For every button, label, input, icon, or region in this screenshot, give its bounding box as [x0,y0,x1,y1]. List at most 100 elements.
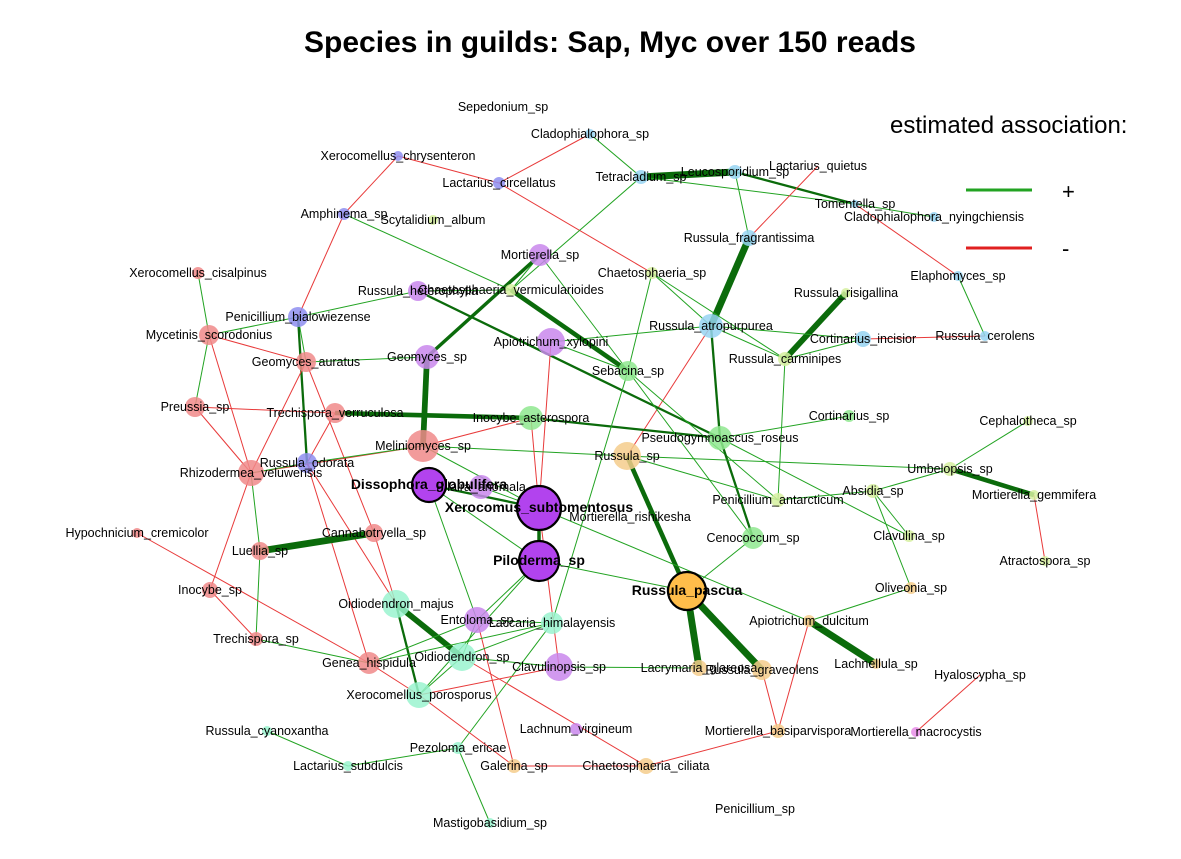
edge-positive [558,666,700,669]
edge-positive [957,275,986,337]
edge-negative [915,674,981,733]
node-circle [1040,556,1050,566]
edge-positive [457,622,553,749]
edge-negative [305,361,375,534]
edge-positive [734,171,750,239]
node-circle [911,727,921,737]
edge-negative [209,472,252,591]
node-circle [365,524,383,542]
node-circle [325,403,345,423]
node-label: Russula_sp [594,449,659,463]
node-label: Russula_fragrantissima [684,231,815,245]
node-label: Clavulina_sp [873,529,945,543]
edge-positive [428,484,478,621]
node-circle [570,723,582,735]
node-circle [771,724,785,738]
node-circle [251,542,269,560]
node-label: Geomyces_auratus [252,355,360,369]
node-circle [728,165,742,179]
edge-negative [461,656,647,767]
edge-positive [872,490,910,537]
edge-positive [394,601,464,660]
node-label: Leucosporidium_sp [681,165,789,179]
node-label: Russula_cyanoxantha [206,724,329,738]
node-circle [515,484,563,532]
node-label: Russula_risigallina [794,286,898,300]
node-label: Trechispora_verruculosa [266,406,403,420]
node-circle [406,682,432,708]
node-circle [613,442,641,470]
node-label: Tetracladium_sp [595,170,686,184]
node-circle [343,761,353,771]
node-label: Preussia_sp [161,400,230,414]
node-circle [448,643,476,671]
node-circle [464,607,490,633]
node-circle [742,527,764,549]
node-circle [192,267,204,279]
edge-positive [255,638,370,664]
edge-negative [645,730,779,767]
edge-negative [209,589,257,640]
edge-negative [250,361,307,474]
node-label: Hyaloscypha_sp [934,668,1026,682]
node-label: Xerocomus_subtomentosus [445,499,633,515]
legend-title: estimated association: [890,112,1127,139]
edge-positive [368,622,553,664]
edge-layer [136,133,1046,824]
node-circle [493,177,505,189]
edge-positive [266,730,349,767]
edge-negative [422,417,532,447]
edge-negative [498,182,653,274]
node-label: Cephalotheca_sp [979,414,1076,428]
node-label: Mortierella_basiparvispora [705,724,852,738]
edge-negative [418,666,560,696]
node-circle [452,742,464,754]
node-label: Penicillium_bialowiezense [225,310,370,324]
node-label: Mortierella_sp [501,248,580,262]
edge-positive [417,289,512,292]
node-label: Cortinarius_incisior [810,332,916,346]
node-label: Scytalidium_album [381,213,486,227]
edge-positive [530,416,721,440]
node-label: Entoloma_sp [441,613,514,627]
edge-positive [305,356,428,363]
node-label: Oliveonia_sp [875,581,947,595]
edge-positive [510,176,642,291]
node-circle [238,460,264,486]
node-circle [943,462,957,476]
node-label: Chaetosphaeria_vermicularioides [418,283,604,297]
node-circle [505,284,517,296]
node-circle [202,582,218,598]
edge-negative [538,507,560,668]
node-label: Cannabotryella_sp [322,526,426,540]
edge-positive [710,325,864,340]
edge-positive [428,484,540,562]
node-circle [841,288,851,298]
node-label: Apiotrichum_xylopini [494,335,609,349]
node-label: Xerocomellus_cisalpinus [129,266,267,280]
node-label: Mortierella_gemmifera [972,488,1096,502]
node-circle [199,325,219,345]
edge-positive [208,316,299,336]
node-circle [517,539,561,583]
node-circle [699,314,723,338]
edge-positive [197,272,210,336]
edge-positive [255,550,261,640]
node-circle [485,818,495,828]
edge-negative [297,213,345,318]
node-circle [843,410,855,422]
edge-positive [710,325,786,360]
node-label: Mortierella_rishikesha [569,510,691,524]
edge-negative [397,155,500,184]
node-label: Lachnellula_sp [834,657,917,671]
node-label: Clavulinopsis_sp [512,660,606,674]
edge-positive [509,288,630,373]
node-label: Inocybe_sp [178,583,242,597]
edge-positive [306,445,424,464]
node-label: Penicillium_antarcticum [712,493,843,507]
edge-positive [626,455,951,470]
node-label: Lactarius_subdulcis [293,759,403,773]
node-circle [980,331,990,341]
edge-negative [854,203,959,277]
